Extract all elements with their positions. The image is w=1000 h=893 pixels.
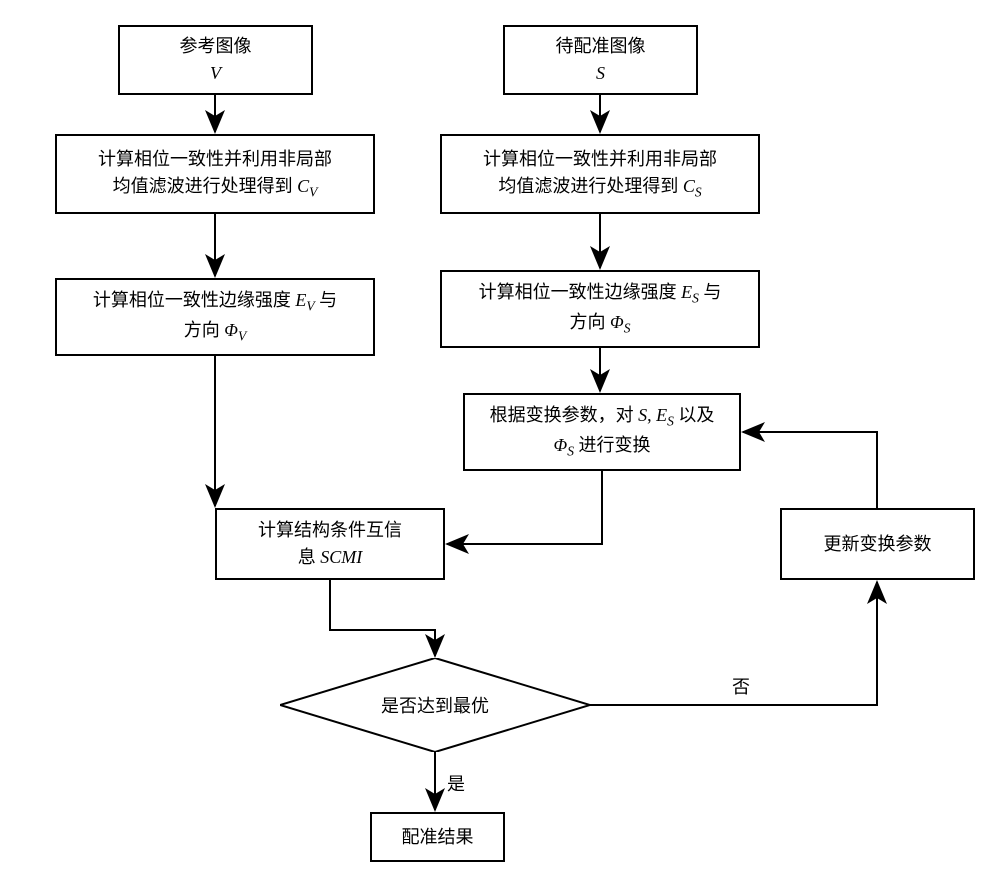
- label-yes: 是: [445, 770, 467, 796]
- label-no: 否: [730, 673, 752, 699]
- d1-label: 是否达到最优: [381, 692, 489, 718]
- edges-final: [0, 0, 1000, 893]
